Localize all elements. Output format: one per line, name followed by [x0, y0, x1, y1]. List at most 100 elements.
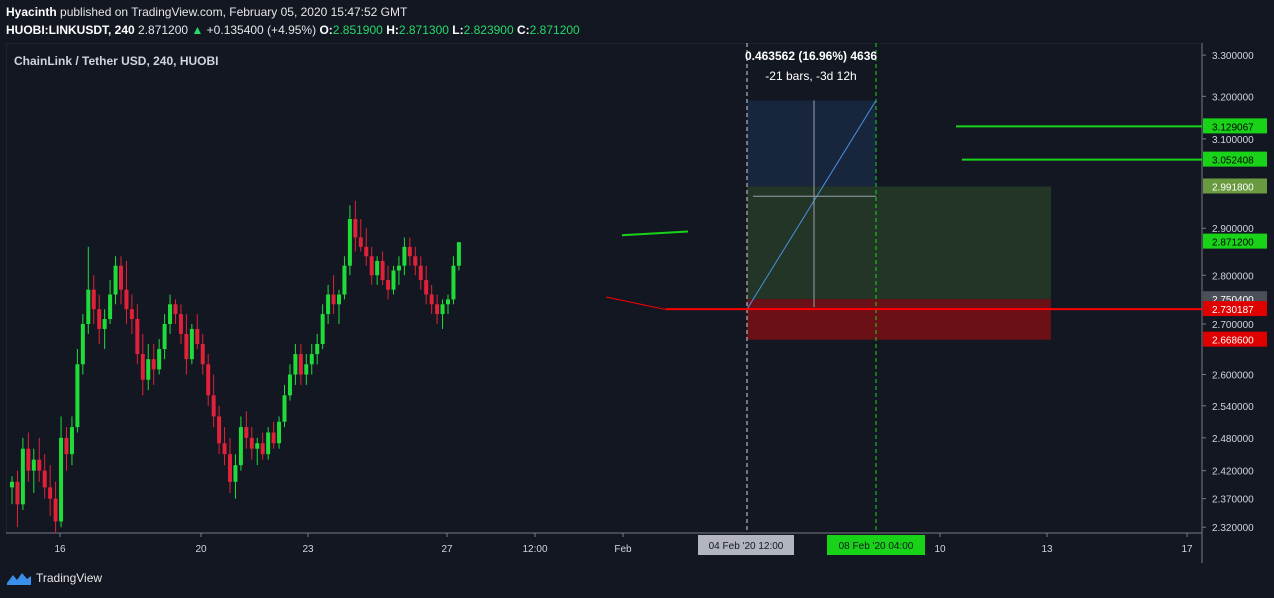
price-label-box — [1203, 331, 1267, 347]
price-label: 2.991800 — [1212, 182, 1254, 193]
support-line — [605, 296, 747, 310]
high-value: 2.871300 — [398, 23, 449, 37]
tradingview-logo-icon[interactable] — [6, 570, 32, 586]
candle-body — [407, 246, 412, 257]
author-name[interactable]: Hyacinth — [6, 5, 57, 19]
price-label: 2.668600 — [1212, 336, 1254, 347]
measure-line — [746, 100, 877, 310]
y-tick-label: 3.200000 — [1212, 92, 1254, 103]
x-tick-label: 23 — [302, 544, 314, 555]
candle-body — [429, 294, 434, 305]
measure-bars-label: -21 bars, -3d 12h — [765, 69, 856, 83]
y-tick-label: 2.900000 — [1212, 224, 1254, 235]
x-tick-label: Feb — [614, 544, 632, 555]
candle-body — [375, 260, 380, 276]
candle-body — [320, 314, 325, 344]
y-tick-label: 2.420000 — [1212, 467, 1254, 478]
candle-body — [217, 416, 222, 444]
candle-body — [304, 364, 309, 375]
candle-body — [309, 354, 314, 365]
resistance-line — [621, 230, 689, 237]
candle-body — [124, 289, 129, 310]
candle-body — [20, 448, 25, 505]
candle-body — [59, 437, 64, 522]
price-change: +0.135400 (+4.95%) — [206, 23, 317, 37]
price-label: 2.871200 — [1212, 238, 1254, 249]
price-label-box — [1203, 233, 1267, 249]
candle-body — [402, 246, 407, 266]
candle-body — [396, 265, 401, 271]
candle-body — [31, 459, 36, 471]
candle-body — [435, 304, 440, 315]
candle-body — [337, 294, 341, 305]
candle-body — [293, 354, 298, 375]
candle-body — [342, 265, 347, 295]
stop-zone — [747, 299, 1051, 340]
footer: TradingView — [6, 570, 102, 586]
close-label: C: — [517, 23, 530, 37]
y-tick-label: 2.320000 — [1212, 523, 1254, 534]
candle-body — [173, 304, 178, 315]
price-chart[interactable]: ChainLink / Tether USD, 240, HUOBI 3.3000… — [6, 43, 1268, 563]
candle-body — [413, 256, 418, 266]
candle-body — [238, 427, 243, 466]
open-value: 2.851900 — [332, 23, 383, 37]
low-value: 2.823900 — [463, 23, 514, 37]
candle-body — [391, 270, 396, 290]
candle-body — [129, 309, 134, 320]
candle-body — [86, 289, 91, 324]
candle-body — [298, 354, 303, 375]
candle-body — [80, 323, 85, 365]
candle-body — [10, 481, 14, 488]
low-label: L: — [452, 23, 464, 37]
symbol-label: HUOBI:LINKUSDT, 240 — [6, 23, 135, 37]
candle-body — [380, 260, 385, 281]
candle-body — [347, 219, 352, 266]
price-label: 2.750400 — [1212, 295, 1254, 306]
candle-body — [26, 448, 31, 471]
symbol-info: HUOBI:LINKUSDT, 240 2.871200 ▲ +0.135400… — [6, 23, 580, 37]
candle-body — [53, 498, 58, 522]
candle-body — [97, 309, 102, 329]
price-label: 3.052408 — [1212, 156, 1254, 167]
candle-body — [358, 237, 363, 247]
candle-body — [48, 487, 53, 499]
candle-body — [157, 349, 162, 370]
x-tick-label: 13 — [1041, 544, 1053, 555]
candle-body — [206, 364, 211, 396]
candle-body — [91, 289, 96, 310]
candle-body — [222, 443, 227, 455]
candle-body — [386, 280, 391, 290]
candle-body — [364, 246, 369, 257]
change-arrow-icon: ▲ — [191, 23, 204, 37]
candle-body — [151, 359, 156, 370]
x-tick-label: 17 — [1181, 544, 1193, 555]
candle-body — [331, 294, 336, 305]
y-tick-label: 2.480000 — [1212, 434, 1254, 445]
candle-body — [446, 299, 450, 305]
candle-body — [168, 304, 173, 324]
price-label-box — [1203, 178, 1267, 194]
x-highlight-label: 08 Feb '20 04:00 — [839, 541, 914, 552]
candle-body — [146, 359, 151, 380]
brand-name[interactable]: TradingView — [36, 571, 103, 585]
price-label: 2.730187 — [1212, 305, 1254, 316]
candle-body — [108, 294, 113, 320]
publish-info: Hyacinth published on TradingView.com, F… — [6, 5, 407, 19]
candle-body — [228, 454, 232, 482]
candle-body — [260, 443, 265, 455]
x-tick-label: 20 — [195, 544, 207, 555]
candle-body — [119, 265, 123, 290]
open-label: O: — [319, 23, 333, 37]
price-label-box — [1203, 301, 1267, 317]
candle-body — [64, 437, 69, 455]
candle-body — [233, 465, 238, 482]
chart-title: ChainLink / Tether USD, 240, HUOBI — [14, 54, 218, 68]
last-price: 2.871200 — [138, 23, 189, 37]
candle-body — [326, 294, 331, 315]
candle-body — [249, 437, 254, 449]
candle-body — [424, 280, 429, 295]
candle-body — [287, 374, 292, 396]
candle-body — [200, 343, 205, 365]
x-tick-label: 10 — [934, 544, 946, 555]
